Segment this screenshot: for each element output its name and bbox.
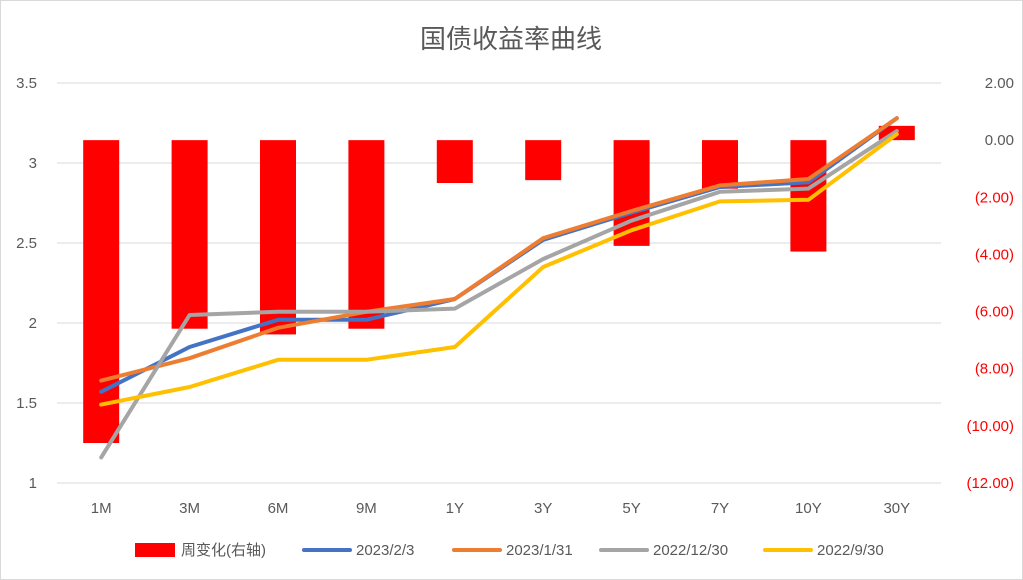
legend-swatch-bar <box>135 543 175 557</box>
x-axis-tick-label: 10Y <box>795 500 822 517</box>
line-series-3 <box>99 132 899 407</box>
left-axis-tick-label: 1.5 <box>16 395 37 412</box>
line-series-2 <box>99 129 899 460</box>
line-series-group <box>99 116 899 460</box>
x-axis: 1M 3M 6M 9M 1Y 3Y 5Y 7Y 10Y 30Y <box>91 500 910 517</box>
x-axis-tick-label: 1Y <box>446 500 464 517</box>
x-axis-tick-label: 3Y <box>534 500 552 517</box>
x-axis-tick-label: 9M <box>356 500 377 517</box>
right-axis-tick-label: (6.00) <box>975 304 1014 321</box>
right-axis-tick-label: (4.00) <box>975 246 1014 263</box>
bar-3Y <box>525 140 562 181</box>
bar-series-weekly-change <box>83 125 915 443</box>
chart-title: 国债收益率曲线 <box>420 24 602 54</box>
x-axis-tick-label: 6M <box>268 500 289 517</box>
x-axis-tick-label: 7Y <box>711 500 729 517</box>
right-axis: (12.00) (10.00) (8.00) (6.00) (4.00) (2.00) 0.… <box>966 75 1014 492</box>
legend: 周变化(右轴) 2023/2/3 2023/1/31 2022/12/30 2022/9… <box>135 542 884 559</box>
x-axis-tick-label: 30Y <box>883 500 910 517</box>
left-axis-tick-label: 3 <box>29 155 37 172</box>
left-axis: 1 1.5 2 2.5 3 3.5 <box>16 75 37 492</box>
bar-6M <box>260 140 296 335</box>
legend-label: 2023/1/31 <box>506 542 573 559</box>
right-axis-tick-label: 2.00 <box>985 75 1014 92</box>
left-axis-tick-label: 3.5 <box>16 75 37 92</box>
bar-7Y <box>702 140 738 189</box>
legend-label: 2022/12/30 <box>653 542 728 559</box>
x-axis-tick-label: 1M <box>91 500 112 517</box>
right-axis-tick-label: (2.00) <box>975 189 1014 206</box>
right-axis-tick-label: (10.00) <box>966 418 1014 435</box>
x-axis-tick-label: 3M <box>179 500 200 517</box>
legend-label: 周变化(右轴) <box>181 542 266 559</box>
bar-10Y <box>790 140 827 252</box>
bar-3M <box>171 140 208 329</box>
bar-9M <box>348 140 385 329</box>
legend-label: 2022/9/30 <box>817 542 884 559</box>
bar-1Y <box>436 140 473 183</box>
right-axis-tick-label: 0.00 <box>985 132 1014 149</box>
left-axis-tick-label: 2 <box>29 315 37 332</box>
legend-label: 2023/2/3 <box>356 542 414 559</box>
bar-1M <box>83 140 120 443</box>
line-series-1 <box>99 116 899 383</box>
line-series-0 <box>99 116 899 394</box>
right-axis-tick-label: (12.00) <box>966 475 1014 492</box>
left-axis-tick-label: 1 <box>29 475 37 492</box>
x-axis-tick-label: 5Y <box>622 500 640 517</box>
left-axis-tick-label: 2.5 <box>16 235 37 252</box>
right-axis-tick-label: (8.00) <box>975 361 1014 378</box>
